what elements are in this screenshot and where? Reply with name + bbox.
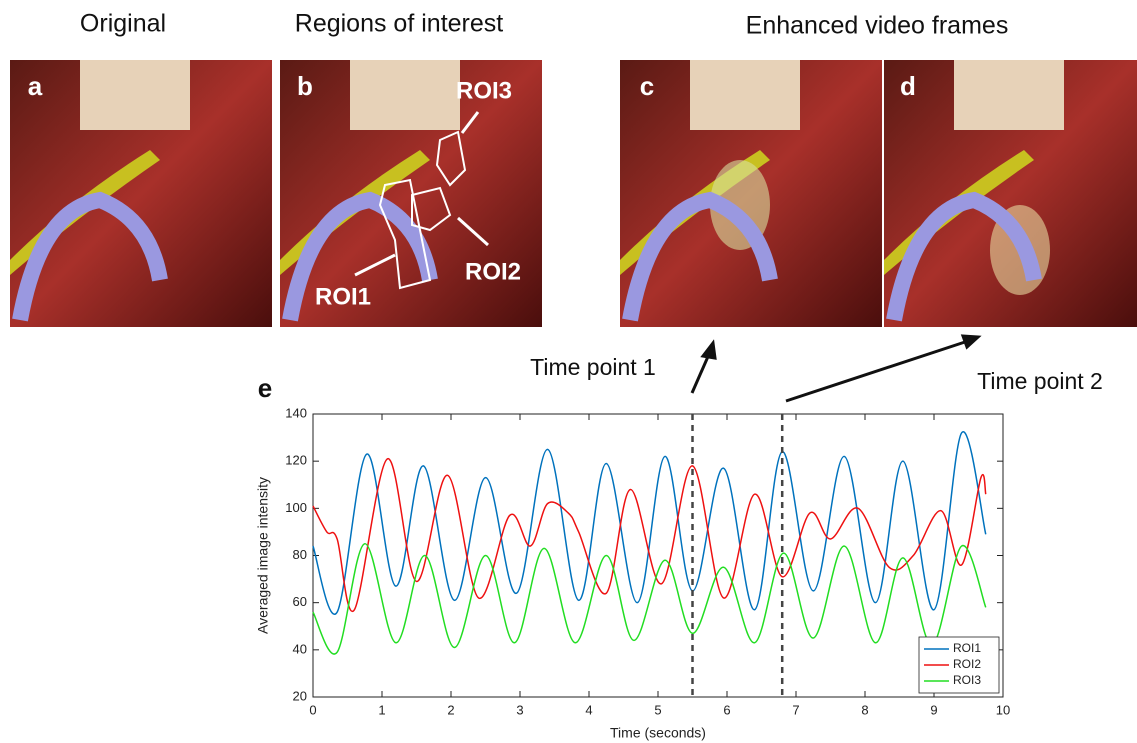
legend-label: ROI3 bbox=[953, 673, 981, 687]
panel-label: a bbox=[28, 71, 43, 101]
heading: Regions of interest bbox=[295, 10, 504, 38]
x-tick-label: 4 bbox=[585, 702, 592, 717]
photo-a bbox=[10, 60, 272, 327]
x-tick-label: 2 bbox=[447, 702, 454, 717]
y-tick-label: 80 bbox=[293, 547, 307, 562]
y-tick-label: 100 bbox=[285, 500, 307, 515]
series-line bbox=[312, 542, 987, 655]
y-tick-label: 140 bbox=[285, 405, 307, 420]
y-tick-label: 40 bbox=[293, 641, 307, 656]
x-tick-label: 10 bbox=[996, 702, 1010, 717]
x-tick-label: 7 bbox=[792, 702, 799, 717]
y-tick-label: 120 bbox=[285, 453, 307, 468]
time-point-label: Time point 1 bbox=[530, 354, 656, 380]
x-tick-label: 0 bbox=[309, 702, 316, 717]
heading: Original bbox=[80, 10, 166, 38]
y-axis-label: Averaged image intensity bbox=[255, 477, 271, 634]
y-tick-label: 20 bbox=[293, 688, 307, 703]
x-tick-label: 6 bbox=[723, 702, 730, 717]
photo-b bbox=[280, 60, 542, 327]
legend-label: ROI2 bbox=[953, 657, 981, 671]
roi-label: ROI2 bbox=[465, 258, 521, 285]
series-line bbox=[312, 431, 987, 616]
y-tick-label: 60 bbox=[293, 594, 307, 609]
panel-label: e bbox=[258, 373, 272, 403]
x-tick-label: 5 bbox=[654, 702, 661, 717]
series-line bbox=[312, 458, 987, 613]
roi-label: ROI1 bbox=[315, 283, 371, 310]
heading: Enhanced video frames bbox=[746, 12, 1009, 40]
x-axis-label: Time (seconds) bbox=[610, 725, 706, 741]
panel-label: b bbox=[297, 71, 313, 101]
plot-area bbox=[312, 413, 1004, 698]
line-chart: 0 1 2 3 4 5 6 7 8 9 10 20 40 60 80 100 120 140 Time (secon… bbox=[255, 373, 1011, 741]
arrows bbox=[690, 334, 982, 403]
x-tick-label: 9 bbox=[930, 702, 937, 717]
x-tick-label: 8 bbox=[861, 702, 868, 717]
panel-label: c bbox=[640, 71, 654, 101]
photo-d bbox=[884, 60, 1137, 327]
photo-c bbox=[620, 60, 882, 327]
panel-label: d bbox=[900, 71, 916, 101]
x-tick-label: 3 bbox=[516, 702, 523, 717]
time-point-label: Time point 2 bbox=[977, 368, 1103, 394]
legend-label: ROI1 bbox=[953, 641, 981, 655]
roi-label: ROI3 bbox=[456, 77, 512, 104]
x-tick-label: 1 bbox=[378, 702, 385, 717]
